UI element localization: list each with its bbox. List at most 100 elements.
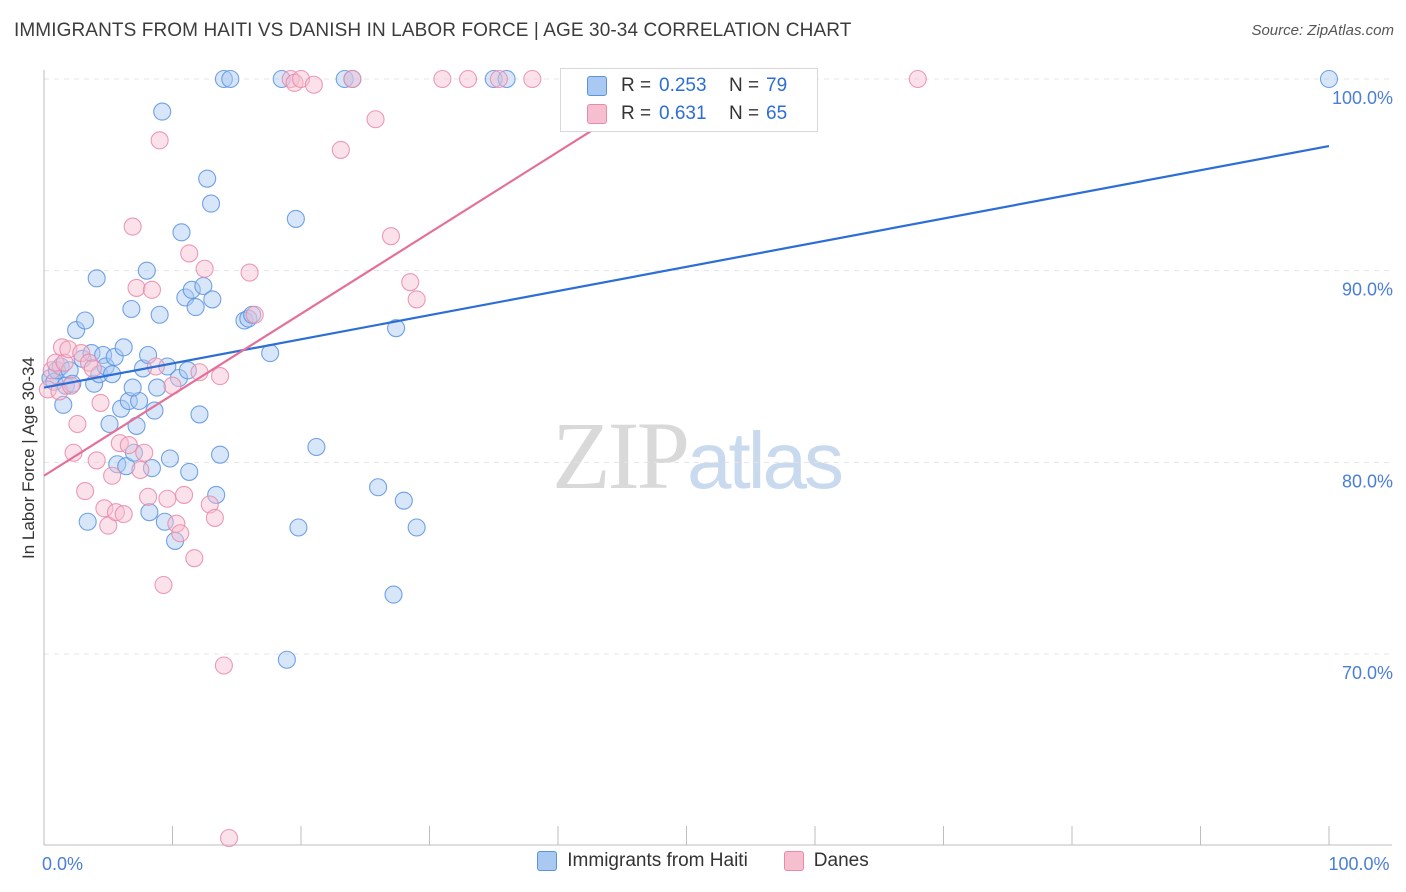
data-point: [433, 69, 452, 89]
data-point: [343, 69, 362, 89]
data-point: [202, 194, 221, 213]
data-point: [190, 405, 209, 424]
y-tick-label: 90.0%: [1342, 280, 1393, 300]
data-point: [523, 69, 542, 89]
data-point: [219, 828, 239, 848]
data-point: [112, 399, 131, 418]
data-point: [131, 460, 150, 480]
x-tick-label: 0.0%: [42, 854, 83, 874]
data-point: [122, 299, 141, 319]
data-point: [114, 505, 133, 524]
data-point: [150, 305, 169, 324]
grid: [44, 78, 1392, 655]
data-point: [198, 169, 217, 188]
data-point: [103, 466, 122, 485]
data-point: [200, 495, 219, 514]
data-point: [160, 449, 179, 468]
data-point: [286, 209, 305, 228]
data-point: [381, 227, 401, 246]
data-point: [76, 482, 95, 501]
legend-item-haiti[interactable]: Immigrants from Haiti: [537, 850, 748, 872]
data-point: [180, 244, 199, 263]
x-tick-label: 100.0%: [1328, 854, 1389, 874]
source-label: Source: ZipAtlas.com: [1251, 22, 1394, 39]
data-point: [94, 345, 113, 365]
stats-r-value: 0.253: [659, 75, 707, 96]
data-point: [95, 499, 114, 518]
data-point: [245, 305, 264, 324]
data-point: [117, 457, 136, 476]
data-point: [182, 280, 201, 299]
data-point: [142, 280, 161, 299]
data-point: [119, 436, 138, 455]
stats-n-label: N =: [729, 75, 760, 96]
data-point: [78, 512, 97, 531]
data-point: [137, 261, 156, 280]
data-point: [135, 443, 154, 462]
data-point: [87, 451, 106, 470]
stats-n-value: 79: [766, 75, 788, 96]
data-point: [205, 508, 224, 527]
watermark-atlas: atlas: [687, 416, 844, 505]
data-point: [240, 263, 259, 282]
data-point: [289, 518, 308, 537]
data-point: [210, 367, 230, 386]
data-point: [155, 512, 174, 531]
data-point: [207, 485, 226, 504]
data-point: [139, 487, 158, 506]
legend-label-danes: Danes: [813, 850, 869, 871]
stats-swatch-danes: [587, 104, 607, 124]
stats-r-label: R =: [621, 103, 652, 124]
data-point: [214, 69, 233, 89]
data-point: [55, 353, 74, 372]
data-point: [407, 290, 426, 309]
data-point: [304, 75, 323, 94]
data-point: [407, 518, 426, 537]
watermark: ZIPatlas: [552, 400, 844, 511]
data-point: [68, 414, 87, 434]
data-point: [458, 69, 478, 89]
legend-swatch-danes: [783, 851, 804, 871]
data-point: [76, 311, 95, 330]
data-point: [908, 69, 927, 89]
data-point: [123, 217, 142, 236]
series-haiti-points: [41, 69, 1339, 669]
data-point: [497, 69, 516, 89]
stats-swatch-haiti: [587, 76, 607, 96]
watermark-zip: ZIP: [552, 402, 690, 509]
data-point: [277, 650, 296, 669]
legend-label-haiti: Immigrants from Haiti: [567, 850, 748, 871]
legend-item-danes[interactable]: Danes: [783, 850, 869, 872]
data-point: [108, 455, 127, 474]
y-tick-label: 80.0%: [1342, 471, 1393, 491]
data-point: [167, 514, 186, 533]
data-point: [158, 489, 177, 508]
stats-n-label: N =: [729, 103, 760, 124]
stats-n-value: 65: [766, 103, 788, 124]
data-point: [148, 378, 167, 397]
data-point: [150, 131, 169, 150]
data-point: [91, 393, 110, 412]
legend-swatch-haiti: [537, 851, 558, 871]
data-point: [105, 347, 124, 366]
data-point: [484, 69, 503, 89]
x-ticks: [43, 826, 1330, 845]
data-point: [172, 223, 191, 242]
trend-line-haiti: [43, 145, 1330, 389]
data-point: [154, 575, 173, 595]
data-point: [369, 478, 388, 497]
data-point: [185, 549, 204, 568]
data-point: [401, 273, 420, 292]
data-point: [153, 102, 172, 121]
data-point: [114, 338, 133, 357]
data-point: [221, 69, 240, 89]
data-point: [335, 69, 354, 89]
data-point: [110, 434, 129, 453]
data-point: [50, 382, 69, 401]
data-point: [210, 445, 230, 464]
x-tick-labels: 0.0% 100.0%: [42, 854, 1390, 874]
data-point: [142, 459, 161, 478]
y-axis-label: In Labor Force | Age 30-34: [19, 357, 38, 559]
axes: [43, 70, 1392, 846]
